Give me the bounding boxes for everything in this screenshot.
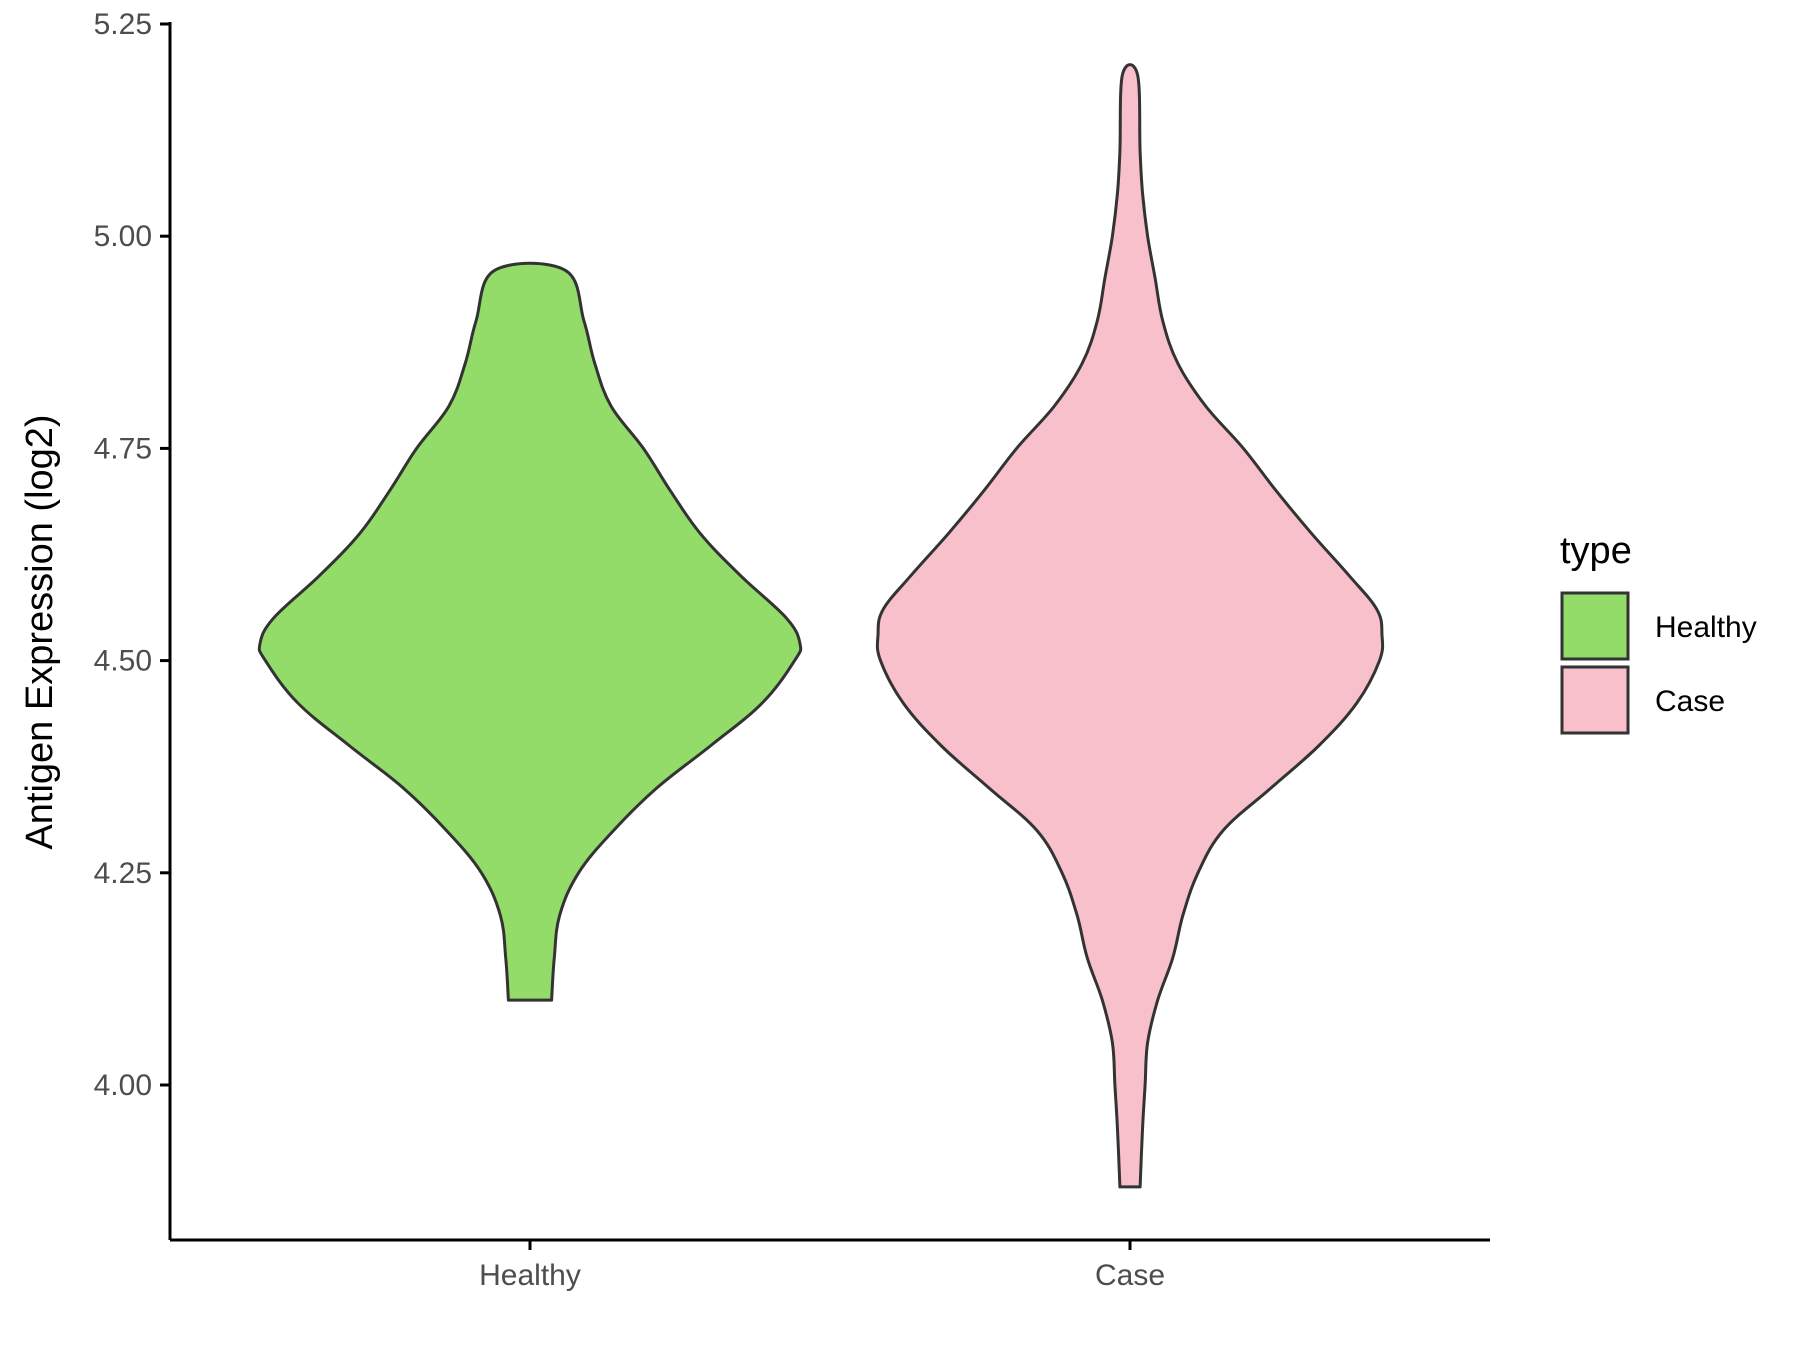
legend: type Healthy Case <box>1560 530 1757 735</box>
y-tick-label: 4.75 <box>94 432 152 465</box>
legend-key-case <box>1560 665 1630 735</box>
y-tick-label: 5.25 <box>94 8 152 41</box>
legend-label-case: Case <box>1655 685 1725 718</box>
x-tick-label: Healthy <box>479 1259 581 1292</box>
violin-layer <box>257 63 1385 1189</box>
axes <box>168 22 1490 1242</box>
y-tick-label: 4.50 <box>94 645 152 678</box>
x-tick-label: Case <box>1095 1259 1165 1292</box>
legend-label-healthy: Healthy <box>1655 611 1757 644</box>
x-ticks: Healthy Case <box>479 1240 1165 1292</box>
y-tick-label: 5.00 <box>94 220 152 253</box>
violin-healthy <box>257 261 803 1002</box>
legend-title: type <box>1560 530 1632 572</box>
violin-case <box>875 63 1385 1189</box>
y-tick-label: 4.00 <box>94 1069 152 1102</box>
y-tick-label: 4.25 <box>94 857 152 890</box>
y-ticks: 4.00 4.25 4.50 4.75 5.00 5.25 <box>94 8 170 1102</box>
y-axis-title: Antigen Expression (log2) <box>19 414 61 849</box>
legend-entries: Healthy Case <box>1560 591 1757 735</box>
legend-key-healthy <box>1560 591 1630 661</box>
